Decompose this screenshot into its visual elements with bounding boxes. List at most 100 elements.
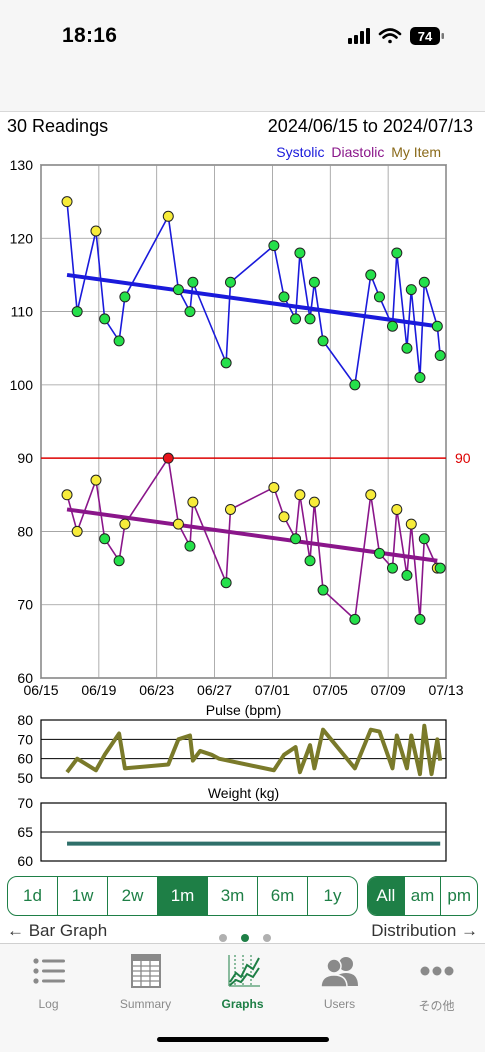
tab-log[interactable]: Log <box>0 952 97 1011</box>
tab-more[interactable]: その他 <box>388 952 485 1014</box>
page-dot[interactable] <box>219 934 227 942</box>
data-point-systolic <box>391 247 403 259</box>
data-point-systolic <box>317 335 329 347</box>
series-line-pulse <box>65 723 443 777</box>
status-bar: 18:16 74 <box>0 0 485 112</box>
status-time: 18:16 <box>62 24 118 47</box>
data-point-diastolic <box>418 533 430 545</box>
chart-title: Weight (kg) <box>208 785 279 801</box>
range-1m-button[interactable]: 1m <box>158 877 208 915</box>
x-tick-label: 07/05 <box>313 682 348 698</box>
data-point-systolic <box>113 335 125 347</box>
data-point-diastolic <box>386 562 398 574</box>
y-tick-label: 70 <box>17 597 33 613</box>
range-3m-button[interactable]: 3m <box>208 877 258 915</box>
wifi-icon <box>378 28 402 44</box>
data-point-systolic <box>172 284 184 296</box>
data-point-diastolic <box>290 533 302 545</box>
data-point-systolic <box>405 284 417 296</box>
tab-label: Log <box>38 997 59 1011</box>
page-dot[interactable] <box>263 934 271 942</box>
graph-nav: ← Bar Graph Distribution → <box>0 919 485 943</box>
time-pm-button[interactable]: pm <box>447 886 471 905</box>
data-point-systolic <box>418 276 430 288</box>
data-point-diastolic <box>99 533 111 545</box>
status-icons: 74 <box>346 26 450 46</box>
legend-diastolic: Diastolic <box>331 144 385 160</box>
y-tick-label: 110 <box>11 304 34 320</box>
y-tick-label: 60 <box>17 670 33 686</box>
y-tick-label: 70 <box>17 795 33 811</box>
tab-users[interactable]: Users <box>291 952 388 1011</box>
data-point-systolic <box>184 306 196 318</box>
y-tick-label: 80 <box>17 523 33 539</box>
distribution-link[interactable]: Distribution → <box>371 921 478 940</box>
tab-summary[interactable]: Summary <box>97 952 194 1011</box>
range-1y-button[interactable]: 1y <box>323 886 342 905</box>
x-tick-label: 07/01 <box>255 682 290 698</box>
data-point-diastolic <box>113 555 125 567</box>
range-2w-button[interactable]: 2w <box>108 877 158 915</box>
data-point-systolic <box>119 291 131 303</box>
tab-graphs[interactable]: Graphs <box>194 952 291 1011</box>
chart-legend: Systolic Diastolic My Item <box>273 144 441 160</box>
data-point-diastolic <box>414 613 426 625</box>
time-am-button[interactable]: am <box>405 877 442 915</box>
x-tick-label: 06/19 <box>81 682 116 698</box>
data-point-systolic <box>90 225 102 237</box>
data-point-systolic <box>71 306 83 318</box>
users-icon <box>291 952 388 990</box>
table-icon <box>97 952 194 990</box>
plot-frame <box>40 164 447 679</box>
date-range: 2024/06/15 to 2024/07/13 <box>267 116 473 136</box>
data-point-systolic <box>220 357 232 369</box>
data-point-systolic <box>373 291 385 303</box>
range-1d-button[interactable]: 1d <box>8 877 58 915</box>
bar-graph-link[interactable]: ← Bar Graph <box>7 921 108 940</box>
time-of-day-selector: All am pm <box>367 876 478 916</box>
legend-systolic: Systolic <box>276 144 325 160</box>
series-line-systolic <box>66 201 442 387</box>
data-point-diastolic <box>294 489 306 501</box>
data-point-diastolic <box>401 569 413 581</box>
trend-line-systolic <box>66 272 438 329</box>
pulse-chart[interactable]: Pulse (bpm) 80 70 60 50 <box>17 702 447 786</box>
data-point-diastolic <box>349 613 361 625</box>
tab-label: Users <box>323 997 356 1011</box>
y-tick-label: 60 <box>17 853 33 869</box>
data-point-diastolic <box>220 577 232 589</box>
data-point-systolic <box>365 269 377 281</box>
data-point-systolic <box>187 276 199 288</box>
range-6m-button[interactable]: 6m <box>258 877 308 915</box>
data-point-systolic <box>401 342 413 354</box>
data-point-systolic <box>414 372 426 384</box>
data-point-systolic <box>349 379 361 391</box>
data-point-systolic <box>290 313 302 325</box>
x-tick-label: 07/09 <box>371 682 406 698</box>
weight-chart[interactable]: Weight (kg) 70 65 60 <box>17 785 447 869</box>
legend-my-item: My Item <box>391 144 441 160</box>
range-1w-button[interactable]: 1w <box>58 877 108 915</box>
data-point-systolic <box>431 320 443 332</box>
y-tick-label: 70 <box>17 731 33 747</box>
x-tick-label: 06/15 <box>23 682 58 698</box>
page-dot-active[interactable] <box>241 934 249 942</box>
data-point-diastolic <box>308 496 320 508</box>
data-point-diastolic <box>373 547 385 559</box>
tab-label: Graphs <box>221 997 264 1011</box>
x-tick-label: 06/23 <box>139 682 174 698</box>
threshold-label: 90 <box>455 450 471 466</box>
data-point-systolic <box>294 247 306 259</box>
y-tick-label: 100 <box>10 377 34 393</box>
data-point-diastolic <box>90 474 102 486</box>
data-point-diastolic <box>162 452 174 464</box>
x-tick-label: 06/27 <box>197 682 232 698</box>
data-point-diastolic <box>187 496 199 508</box>
signal-icon <box>348 28 370 44</box>
data-point-diastolic <box>61 489 73 501</box>
data-point-diastolic <box>434 562 446 574</box>
time-all-button[interactable]: All <box>368 877 405 915</box>
y-tick-label: 80 <box>17 712 33 728</box>
